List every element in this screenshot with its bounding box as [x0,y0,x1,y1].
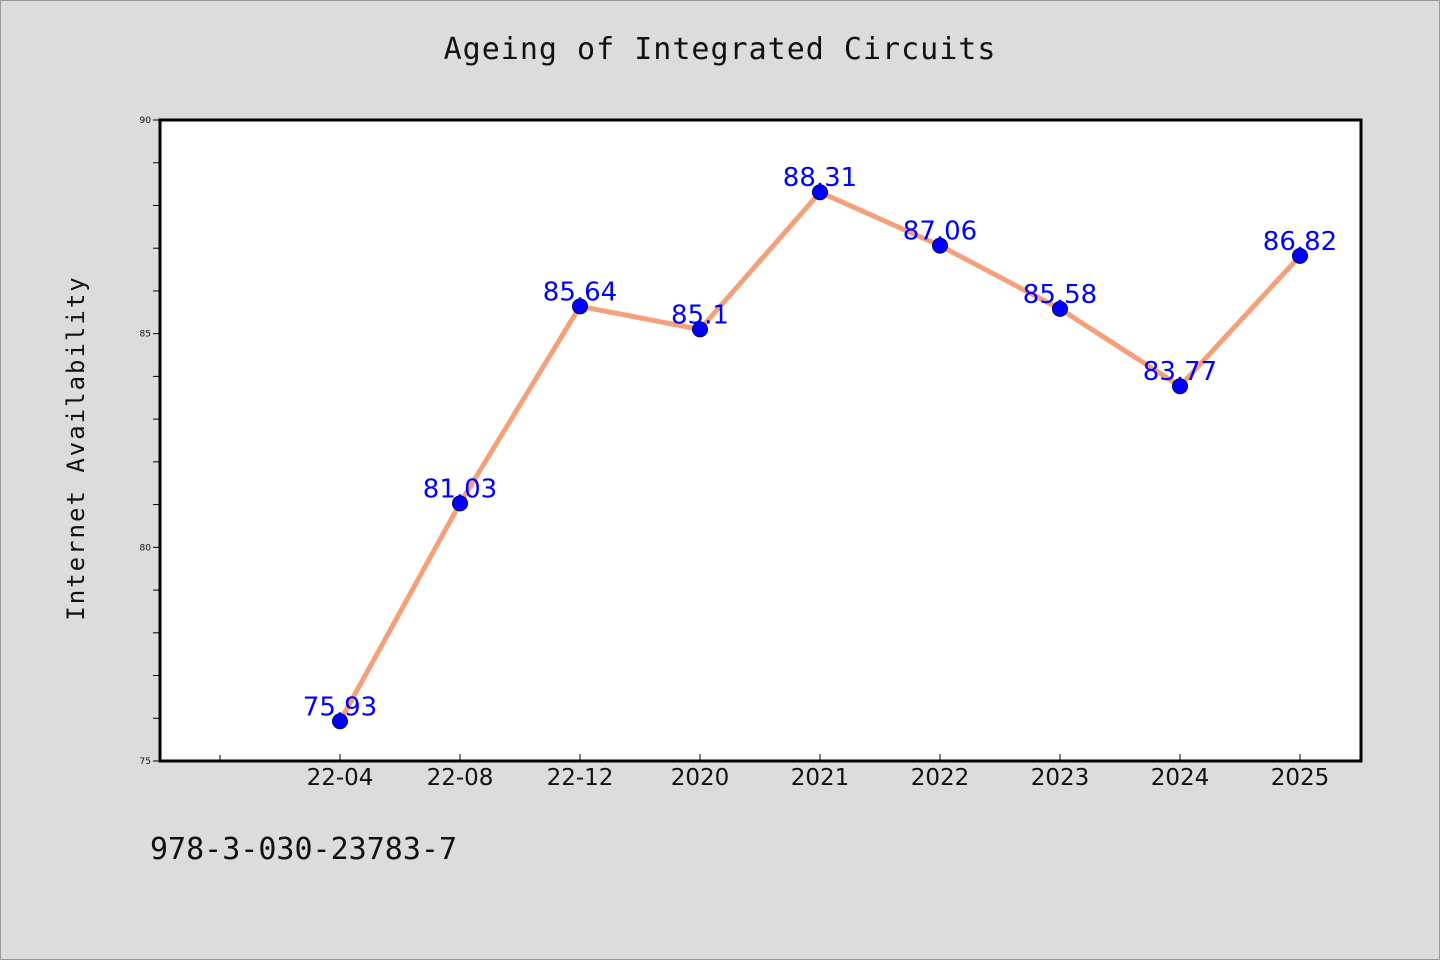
data-label: 83.77 [1143,357,1217,387]
data-label: 85.58 [1023,280,1097,310]
data-markers [332,184,1308,730]
data-point [452,495,468,512]
data-point [692,321,708,338]
data-label: 81.03 [423,474,497,504]
x-tick-label: 22-12 [547,765,614,791]
x-tick-label: 2022 [911,765,970,791]
data-labels: 75.93 81.03 85.64 85.1 88.31 87.06 85.58 83.77 8… [303,163,1337,722]
data-point [1172,378,1188,395]
data-label: 75.93 [303,692,377,722]
data-label: 88.31 [783,163,857,193]
chart-title: Ageing of Integrated Circuits [443,32,997,67]
data-point [332,713,348,730]
x-tick-label: 2024 [1151,765,1210,791]
x-tick-label: 2020 [671,765,730,791]
x-tick-label: 2021 [791,765,850,791]
y-tick-label: 80 [140,543,152,553]
data-point [1292,247,1308,264]
data-point [1052,300,1068,317]
x-axis: 22-04 22-08 22-12 2020 2021 2022 2023 2024 2025 [219,754,1330,791]
data-label: 85.64 [543,277,617,307]
data-label: 86.82 [1263,227,1337,257]
data-label: 87.06 [903,217,977,247]
y-tick-label: 90 [140,116,152,126]
x-tick-label: 2025 [1271,765,1330,791]
isbn-annotation: 978-3-030-23783-7 [150,832,458,867]
y-axis: 75 80 85 90 [140,116,160,767]
data-point [572,298,588,315]
x-tick-label: 22-04 [307,765,374,791]
data-point [812,184,828,201]
y-tick-label: 75 [140,757,151,767]
data-label: 85.1 [671,300,729,330]
data-point [932,237,948,254]
x-tick-label: 2023 [1031,765,1090,791]
plot-area [158,118,1363,763]
y-tick-label: 85 [140,330,151,340]
x-tick-label: 22-08 [427,765,494,791]
